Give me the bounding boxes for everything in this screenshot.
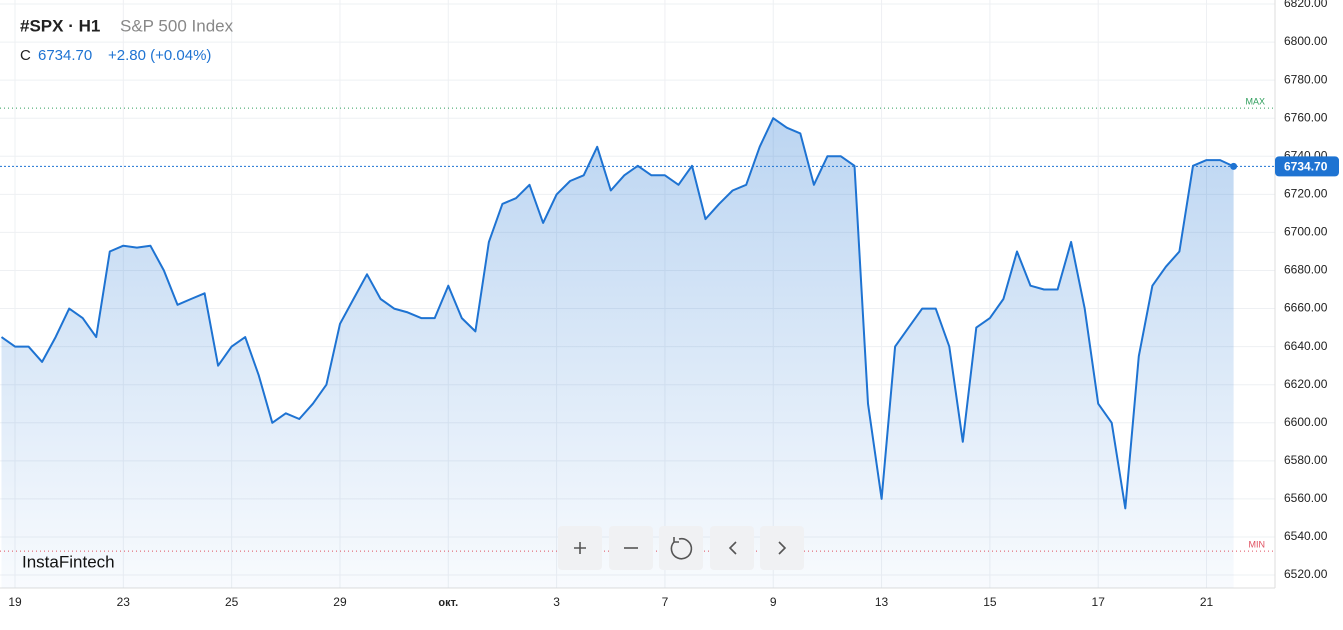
line (0, 117, 1235, 510)
toolbar (558, 526, 804, 570)
watermark: InstaFintech (22, 552, 115, 571)
x-tick-label: 25 (225, 595, 239, 609)
y-tick-label: 6520.00 (1284, 567, 1328, 581)
x-tick-label: 19 (8, 595, 22, 609)
scroll-right-button[interactable] (760, 526, 804, 570)
scroll-left-button[interactable] (710, 526, 754, 570)
price-tag-label: 6734.70 (1284, 160, 1328, 174)
y-tick-label: 6640.00 (1284, 339, 1328, 353)
y-tick-label: 6680.00 (1284, 263, 1328, 277)
reset-button[interactable] (659, 526, 703, 570)
price-tag (1275, 156, 1339, 177)
y-tick-label: 6760.00 (1284, 110, 1328, 124)
x-tick-label: 9 (770, 595, 777, 609)
instrument-name: S&P 500 Index (120, 16, 234, 35)
y-tick-label: 6780.00 (1284, 72, 1328, 86)
close-label: C (20, 47, 31, 64)
y-tick-label: 6820.00 (1284, 0, 1328, 10)
y-tick-label: 6620.00 (1284, 377, 1328, 391)
y-tick-label: 6660.00 (1284, 301, 1328, 315)
zoom-in-button[interactable] (558, 526, 602, 570)
x-tick-label: 29 (333, 595, 347, 609)
y-tick-label: 6800.00 (1284, 34, 1328, 48)
x-tick-label: 15 (983, 595, 997, 609)
x-tick-label: окт. (438, 597, 458, 609)
x-tick-label: 7 (662, 595, 669, 609)
zoom-out-button[interactable] (609, 526, 653, 570)
y-tick-label: 6720.00 (1284, 187, 1328, 201)
y-tick-label: 6580.00 (1284, 453, 1328, 467)
change-value: +2.80 (+0.04%) (108, 47, 211, 64)
symbol: #SPX · H1 (20, 16, 100, 35)
max-line-label: MAX (1245, 96, 1265, 106)
close-value: 6734.70 (38, 47, 92, 64)
plot: 6520.00 6540.00 6560.00 6580.00 6600.00 6620.… (0, 0, 1339, 609)
x-tick-label: 13 (875, 595, 889, 609)
x-tick-label: 17 (1092, 595, 1106, 609)
x-tick-label: 23 (117, 595, 131, 609)
y-tick-label: 6600.00 (1284, 415, 1328, 429)
x-tick-label: 3 (553, 595, 560, 609)
min-line-label: MIN (1249, 539, 1266, 549)
y-tick-label: 6560.00 (1284, 491, 1328, 505)
y-tick-label: 6540.00 (1284, 529, 1328, 543)
area (1, 118, 1234, 588)
y-tick-label: 6700.00 (1284, 225, 1328, 239)
x-tick-label: 21 (1200, 595, 1214, 609)
